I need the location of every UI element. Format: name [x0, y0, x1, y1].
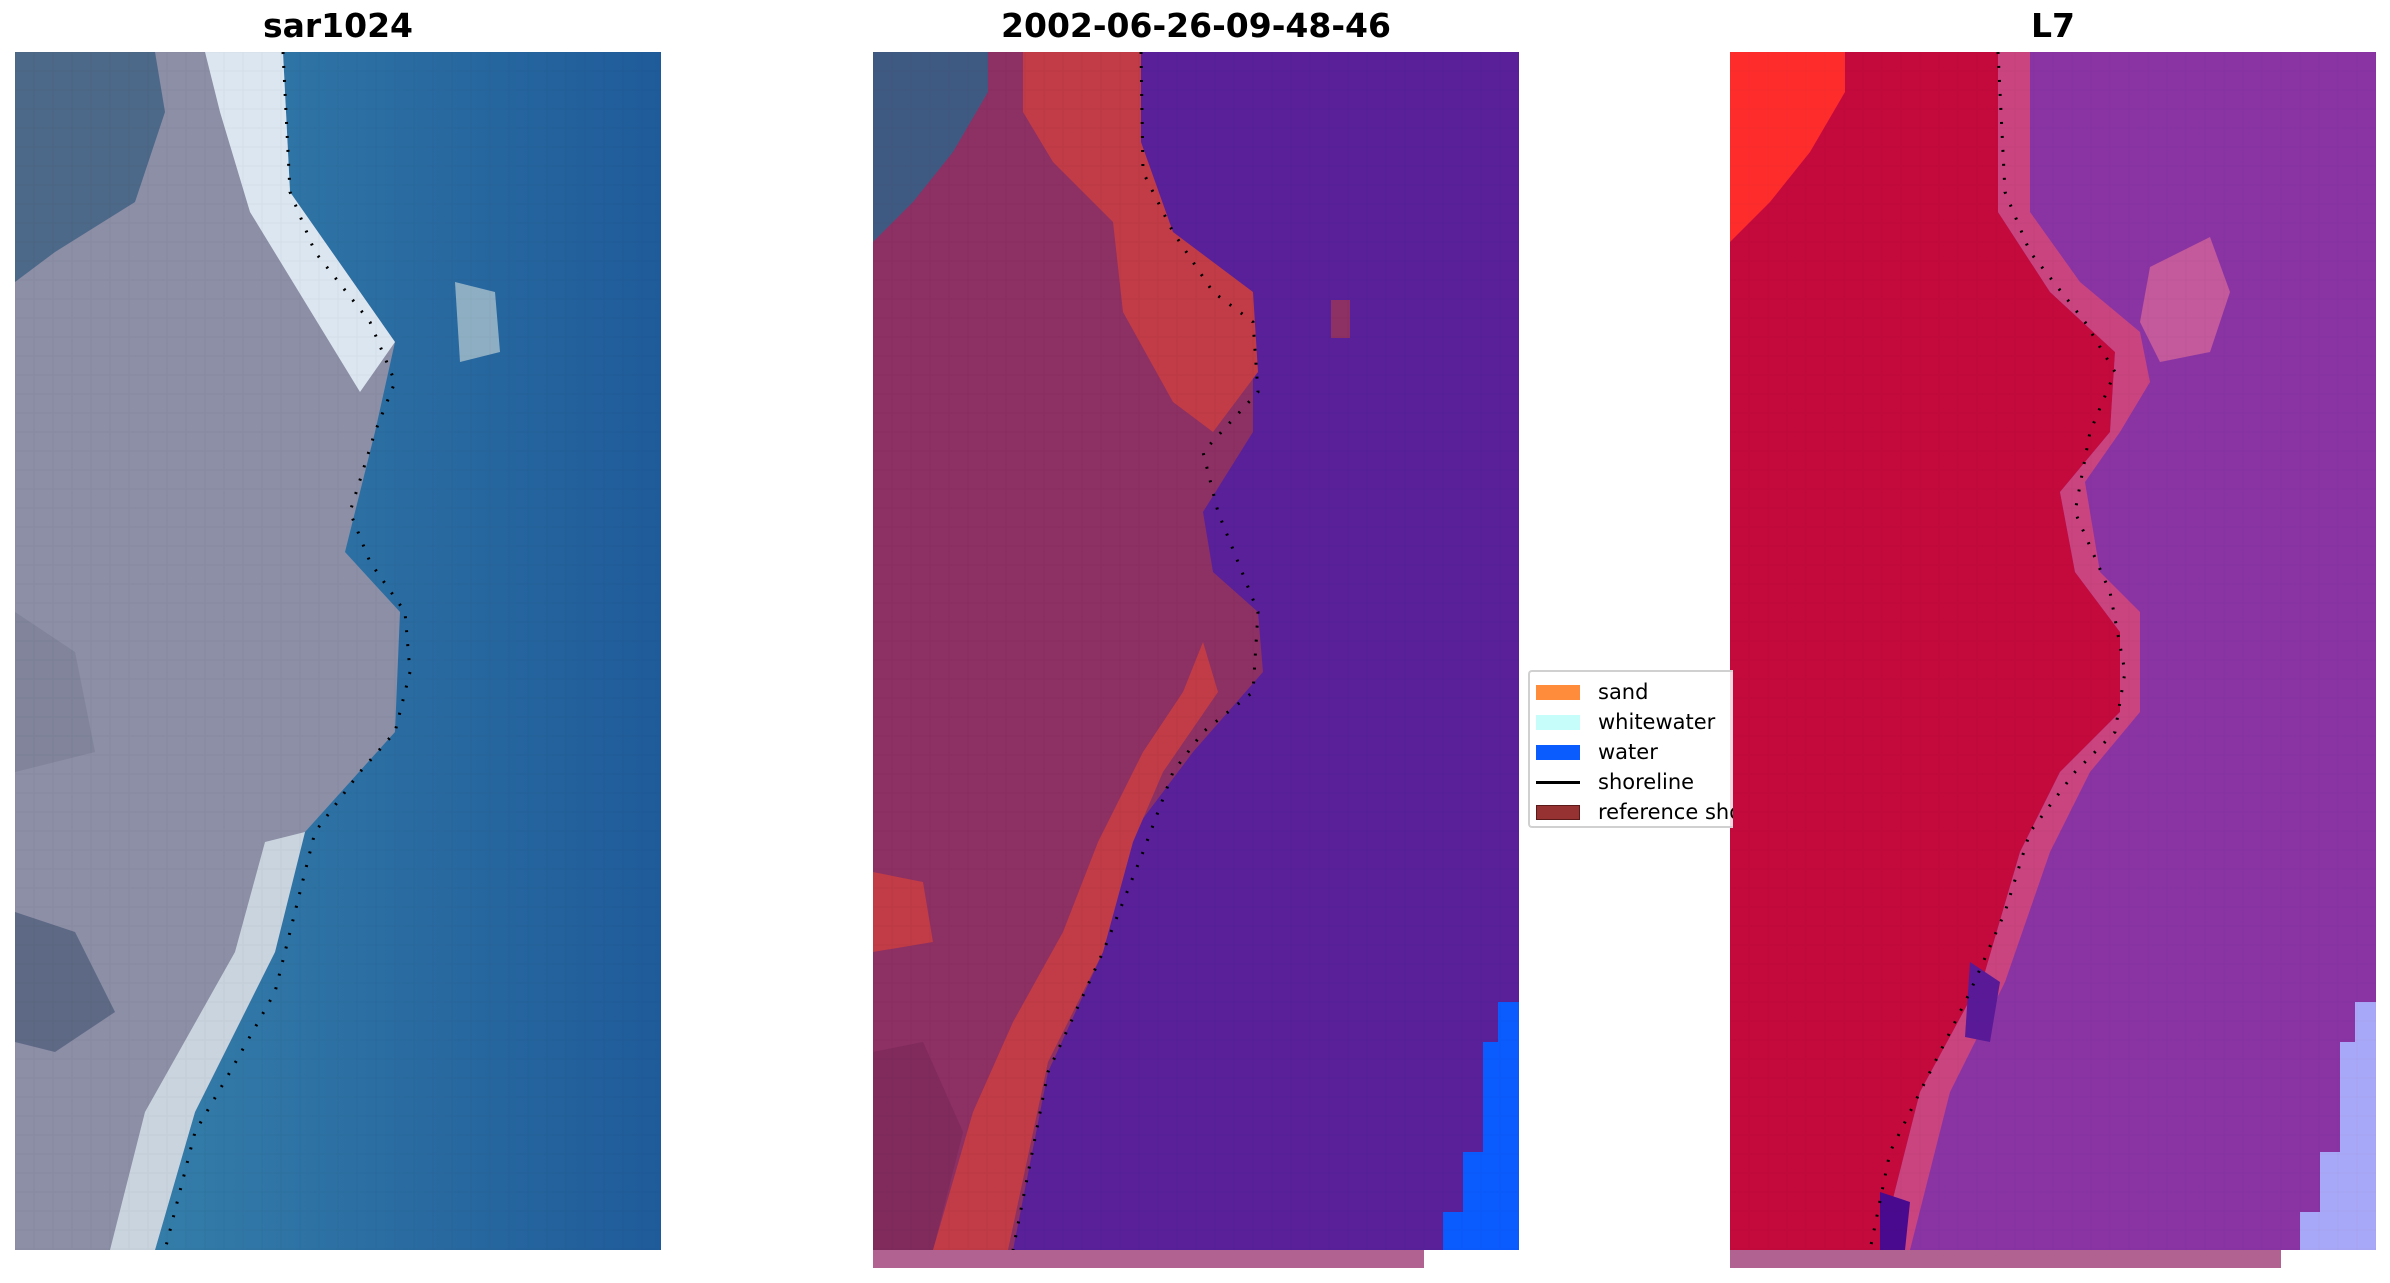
panel-title-index: L7	[2031, 6, 2075, 45]
sand-swatch	[1536, 684, 1580, 700]
legend-label: sand	[1598, 680, 1649, 704]
panel-bottom-strip	[873, 1250, 1424, 1268]
panel-bottom-strip	[1730, 1250, 2281, 1268]
satellite-rgb-image	[15, 52, 661, 1250]
panel-title-classified: 2002-06-26-09-48-46	[1001, 6, 1391, 45]
legend-item-water: water	[1536, 737, 1658, 767]
legend-label: water	[1598, 740, 1658, 764]
legend-label: shoreline	[1598, 770, 1695, 794]
legend-label: whitewater	[1598, 710, 1716, 734]
panel-title-rgb: sar1024	[262, 6, 414, 45]
legend: sand whitewater water shoreline referenc…	[1528, 670, 1733, 828]
legend-label: reference shoreline	[1598, 800, 1733, 824]
legend-item-shoreline: shoreline	[1536, 767, 1694, 797]
reference-shoreline-swatch	[1536, 804, 1580, 820]
classified-image	[873, 52, 1519, 1250]
whitewater-swatch	[1536, 714, 1580, 730]
legend-item-whitewater: whitewater	[1536, 707, 1715, 737]
legend-item-reference-shoreline: reference shoreline	[1536, 797, 1733, 826]
legend-item-sand: sand	[1536, 677, 1648, 707]
mndwi-image	[1730, 52, 2376, 1250]
shoreline-line-icon	[1536, 780, 1580, 784]
water-swatch	[1536, 744, 1580, 760]
